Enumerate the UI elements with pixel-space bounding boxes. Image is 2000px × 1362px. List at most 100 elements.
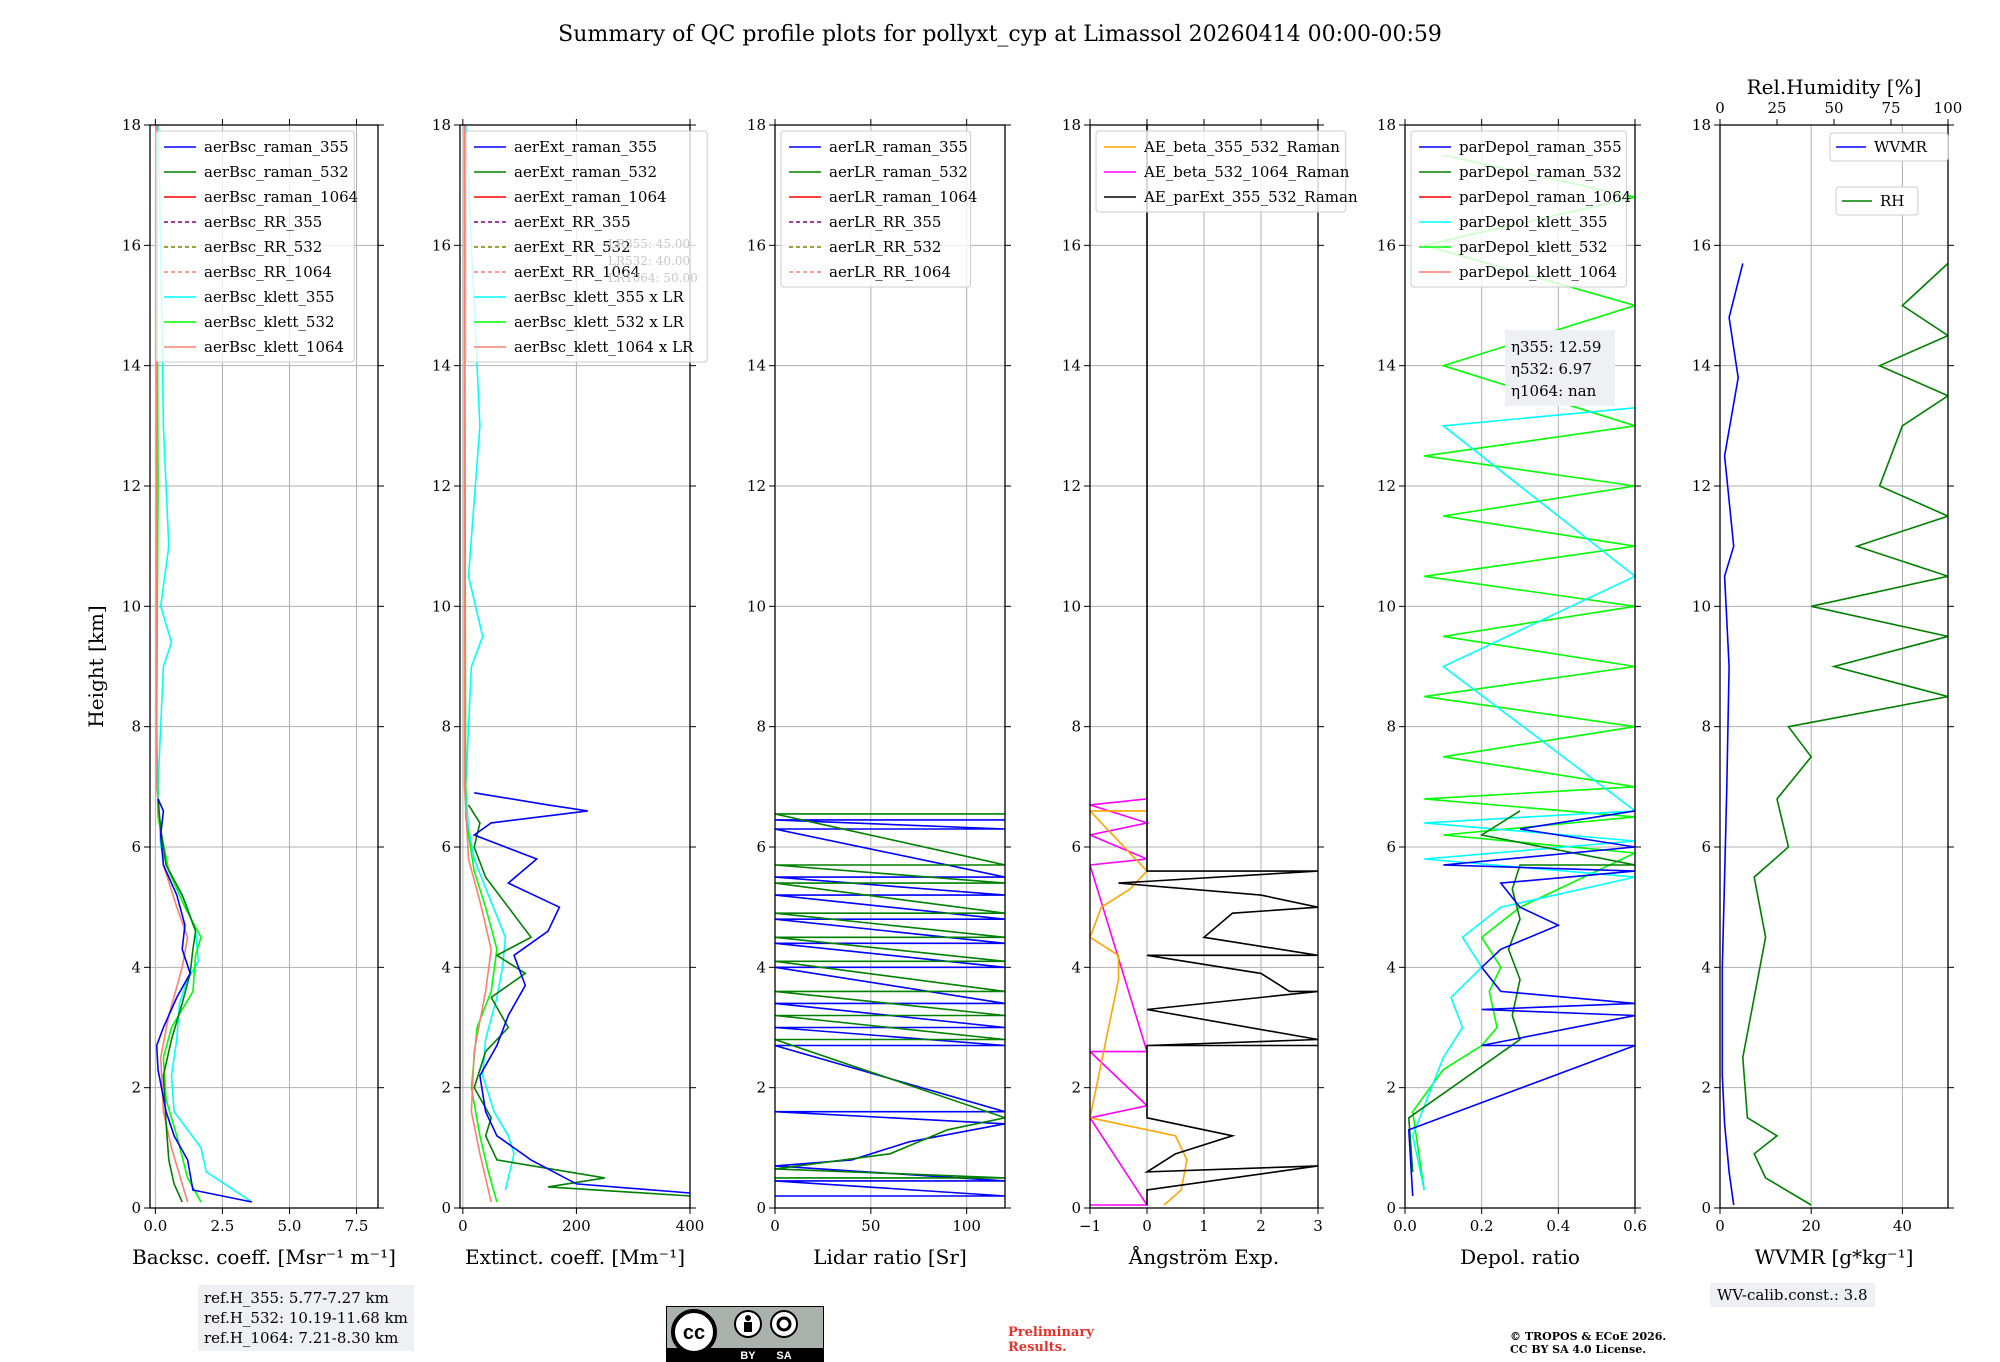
ref-height-1064: ref.H_1064: 7.21-8.30 km <box>204 1329 399 1347</box>
legend-label-aerBsc_RR_355: aerBsc_RR_355 <box>204 213 322 231</box>
x-tick-label: 0 <box>458 1217 468 1235</box>
series-AE_parExt_355_532_Raman <box>1118 125 1318 1205</box>
legend-label-aerLR_RR_1064: aerLR_RR_1064 <box>829 263 951 281</box>
legend-box <box>155 130 355 363</box>
legend-label-aerBsc_RR_1064: aerBsc_RR_1064 <box>204 263 332 281</box>
legend-label-aerBsc_RR_532: aerBsc_RR_532 <box>204 238 322 256</box>
x-axis-label: WVMR [g*kg⁻¹] <box>1755 1245 1914 1269</box>
y-tick-label: 2 <box>1071 1079 1081 1097</box>
series-group <box>775 813 1005 1197</box>
panel-bsc: 0.0 2.5 5.0 7.5 0 2 4 6 8 10 12 14 16 18 Backsc. coeff… <box>122 116 396 1269</box>
legend-label-aerLR_raman_355: aerLR_raman_355 <box>829 138 968 156</box>
legend-box <box>780 130 972 288</box>
annotation-text: LR1064: 50.00 <box>608 271 698 285</box>
series-parDepol_raman_532 <box>1407 810 1635 1172</box>
series-parDepol_klett_355 <box>1411 407 1635 1191</box>
y-tick-label: 2 <box>1386 1079 1396 1097</box>
y-tick-label: 2 <box>1701 1079 1711 1097</box>
legend-label-aerLR_raman_532: aerLR_raman_532 <box>829 163 968 181</box>
legend-label-aerExt_RR_1064: aerExt_RR_1064 <box>514 263 640 281</box>
legend-label-aerBsc_raman_532: aerBsc_raman_532 <box>204 163 349 181</box>
x-tick-label: 7.5 <box>345 1217 369 1235</box>
y-tick-label: 6 <box>756 838 766 856</box>
axes-frame <box>459 124 691 1209</box>
y-tick-label: 8 <box>1071 718 1081 736</box>
series-aerBsc_klett_355 x LR <box>464 125 515 1191</box>
series-aerBsc_raman_355 <box>155 798 253 1203</box>
y-tick-label: 12 <box>1692 477 1711 495</box>
y-axis-label: Height [km] <box>84 605 108 727</box>
sa-label: SA <box>776 1350 791 1362</box>
x-axis-label: Backsc. coeff. [Msr⁻¹ m⁻¹] <box>132 1245 396 1269</box>
legend-label-aerExt_raman_532: aerExt_raman_532 <box>514 163 657 181</box>
x-axis-label: Lidar ratio [Sr] <box>813 1245 967 1269</box>
legend: WVMR RH <box>1829 132 1949 216</box>
legend-box <box>1835 186 1919 216</box>
legend-label-parDepol_klett_355: parDepol_klett_355 <box>1459 213 1608 231</box>
top-tick-label: 100 <box>1934 99 1963 117</box>
panel-lr: 0 50 100 0 2 4 6 8 10 12 14 16 18 Lidar ratio [Sr] aer… <box>747 116 1011 1269</box>
annotation-text: LR532: 40.00 <box>608 254 690 268</box>
legend-box <box>465 130 708 363</box>
y-tick-label: 0 <box>441 1199 451 1217</box>
x-tick-label: 0.4 <box>1546 1217 1570 1235</box>
legend-label-AE_beta_355_532_Raman: AE_beta_355_532_Raman <box>1143 138 1340 156</box>
x-tick-label: 0.2 <box>1470 1217 1494 1235</box>
figure-title: Summary of QC profile plots for pollyxt_… <box>558 22 1442 47</box>
legend-label-aerExt_raman_355: aerExt_raman_355 <box>514 138 657 156</box>
x-tick-label: 0.6 <box>1623 1217 1647 1235</box>
axes-frame <box>774 124 1006 1209</box>
cc-logo-icon <box>671 1309 717 1355</box>
series-AE_beta_355_532_Raman <box>1090 810 1188 1206</box>
annotation-text: η355: 12.59 <box>1511 338 1601 356</box>
ref-height-355: ref.H_355: 5.77-7.27 km <box>204 1289 389 1307</box>
by-person-head <box>745 1315 751 1321</box>
y-tick-label: 16 <box>1692 236 1711 254</box>
copyright-line-2: CC BY SA 4.0 License. <box>1510 1343 1647 1356</box>
series-aerBsc_klett_532 x LR <box>463 125 498 1203</box>
y-tick-label: 8 <box>131 718 141 736</box>
y-tick-label: 8 <box>1386 718 1396 736</box>
annotation-text: η1064: nan <box>1511 382 1597 400</box>
y-tick-label: 4 <box>1386 958 1396 976</box>
legend-label-aerLR_RR_355: aerLR_RR_355 <box>829 213 941 231</box>
series-aerBsc_raman_532 <box>157 798 197 1203</box>
y-tick-label: 16 <box>122 236 141 254</box>
y-tick-label: 2 <box>441 1079 451 1097</box>
y-tick-label: 16 <box>1377 236 1396 254</box>
legend-label-aerLR_RR_532: aerLR_RR_532 <box>829 238 941 256</box>
series-parDepol_raman_355 <box>1407 810 1635 1197</box>
legend-label-AE_parExt_355_532_Raman: AE_parExt_355_532_Raman <box>1143 188 1358 206</box>
x-tick-label: 0.0 <box>143 1217 167 1235</box>
x-tick-label: 200 <box>562 1217 591 1235</box>
annotation: η355: 12.59 η532: 6.97 η1064: nan <box>1505 330 1615 406</box>
x-tick-label: 0 <box>770 1217 780 1235</box>
legend-label-aerBsc_klett_532 x LR: aerBsc_klett_532 x LR <box>514 313 685 331</box>
reference-heights-box: ref.H_355: 5.77-7.27 km ref.H_532: 10.19… <box>198 1285 414 1351</box>
x-tick-label: 20 <box>1802 1217 1821 1235</box>
x-tick-label: 1 <box>1199 1217 1209 1235</box>
legend-label-parDepol_raman_355: parDepol_raman_355 <box>1459 138 1622 156</box>
x-axis-label: Extinct. coeff. [Mm⁻¹] <box>465 1245 685 1269</box>
legend-label-parDepol_klett_532: parDepol_klett_532 <box>1459 238 1608 256</box>
x-tick-label: 100 <box>952 1217 981 1235</box>
top-axis-label: Rel.Humidity [%] <box>1747 75 1922 99</box>
axes-frame <box>1404 124 1636 1209</box>
cc-logo-text: cc <box>683 1322 705 1344</box>
series-group <box>1721 262 1948 1206</box>
y-tick-label: 10 <box>122 597 141 615</box>
y-tick-label: 12 <box>1062 477 1081 495</box>
y-tick-label: 0 <box>131 1199 141 1217</box>
y-tick-label: 2 <box>756 1079 766 1097</box>
y-tick-label: 10 <box>1062 597 1081 615</box>
y-tick-label: 16 <box>1062 236 1081 254</box>
y-tick-label: 8 <box>1701 718 1711 736</box>
y-tick-label: 6 <box>131 838 141 856</box>
y-tick-label: 12 <box>1377 477 1396 495</box>
top-tick-label: 75 <box>1881 99 1900 117</box>
y-tick-label: 4 <box>1071 958 1081 976</box>
by-person-body <box>744 1322 752 1332</box>
y-tick-label: 12 <box>747 477 766 495</box>
